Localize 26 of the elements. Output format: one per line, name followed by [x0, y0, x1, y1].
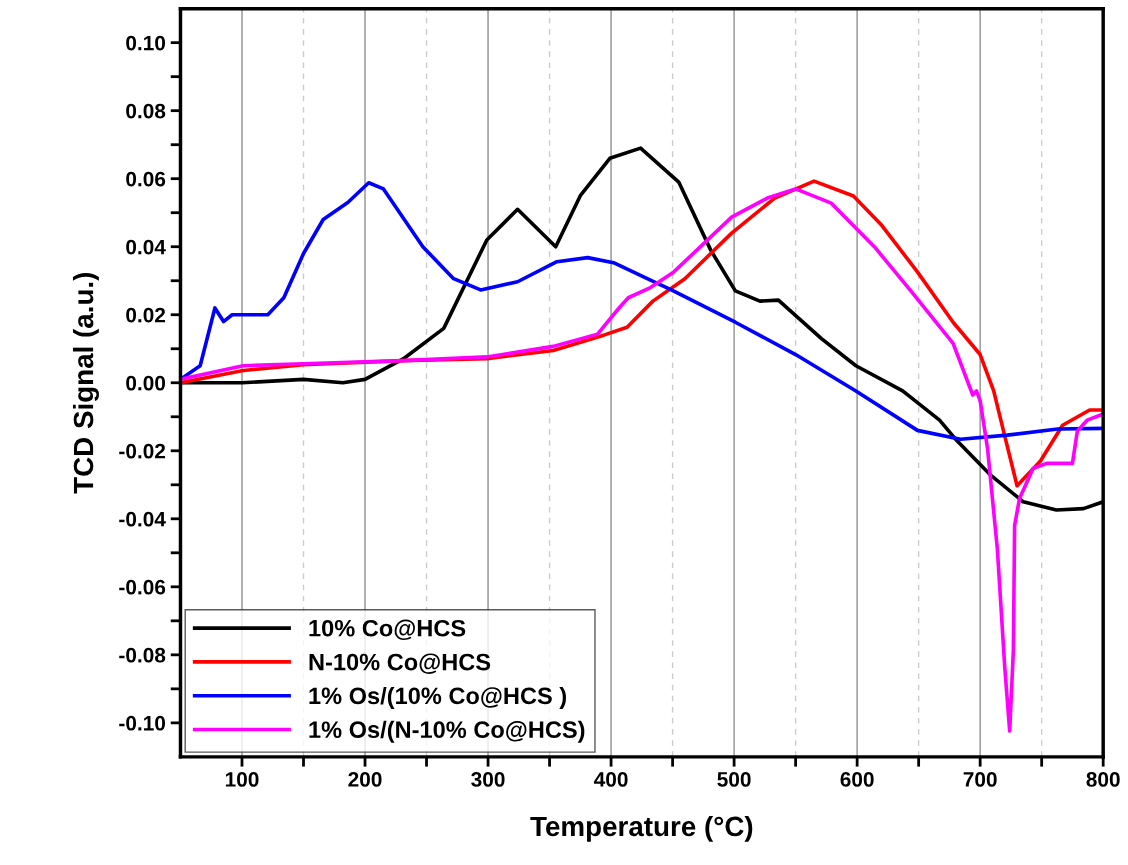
y-axis-title: TCD Signal (a.u.) [72, 273, 99, 494]
x-tick-label: 600 [840, 772, 874, 787]
legend-label: 1% Os/(N-10% Co@HCS) [309, 720, 585, 743]
y-tick-label: 0.08 [126, 103, 166, 119]
x-tick-label: 200 [348, 772, 382, 787]
y-tick-label: 0.02 [126, 307, 166, 323]
x-axis-title: Temperature (°C) [530, 815, 753, 842]
x-tick-label: 700 [963, 772, 997, 787]
x-tick-label: 400 [594, 772, 628, 787]
legend-label: 1% Os/(10% Co@HCS ) [309, 686, 566, 709]
line-series [180, 180, 1104, 442]
legend-label: 10% Co@HCS [309, 619, 466, 641]
y-tick-label: -0.04 [119, 511, 166, 527]
y-tick-label: -0.02 [119, 443, 166, 459]
y-tick-label: 0.10 [126, 35, 166, 51]
y-tick-label: 0.06 [126, 171, 166, 187]
legend-label: N-10% Co@HCS [309, 653, 491, 674]
y-tick-label: -0.06 [119, 579, 166, 595]
y-tick-label: 0.04 [126, 239, 166, 255]
x-tick-label: 500 [717, 772, 751, 787]
y-tick-label: -0.10 [119, 715, 166, 731]
x-tick-label: 300 [471, 772, 505, 787]
x-tick-label: 100 [225, 772, 259, 787]
y-tick-label: 0.00 [126, 375, 166, 391]
x-tick-label: 800 [1086, 772, 1120, 787]
y-tick-label: -0.08 [119, 647, 166, 663]
